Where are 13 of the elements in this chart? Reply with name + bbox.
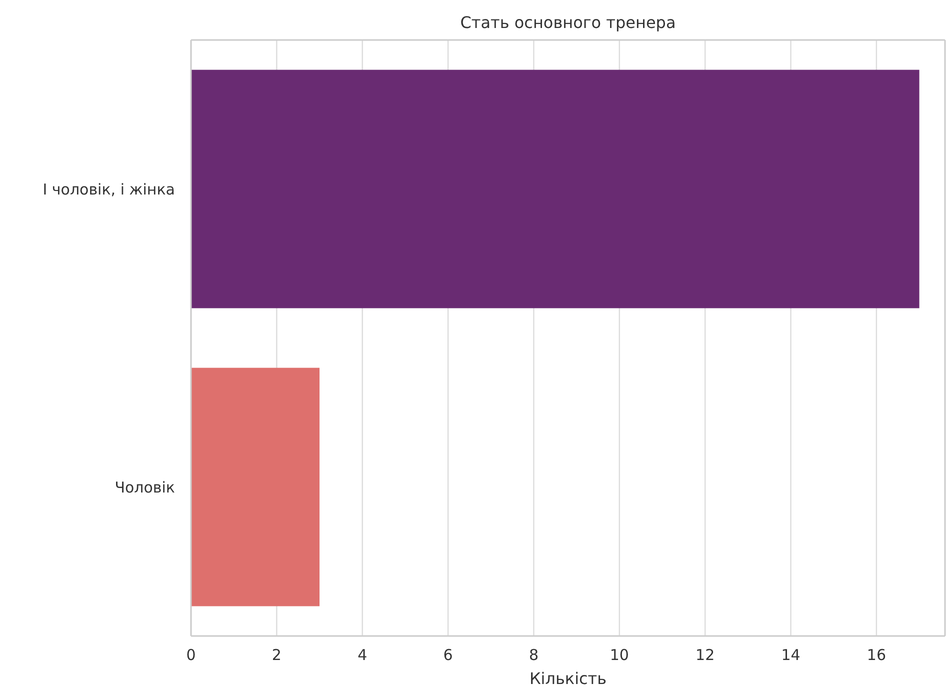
y-tick-label: Чоловік [114,478,175,496]
x-tick-label: 10 [610,646,629,664]
x-tick-label: 0 [186,646,196,664]
x-tick-label: 4 [358,646,368,664]
x-tick-label: 6 [443,646,453,664]
x-tick-label: 8 [528,646,538,664]
x-tick-label: 12 [696,646,715,664]
x-tick-label: 14 [781,646,800,664]
x-tick-label: 2 [272,646,282,664]
y-tick-label: І чоловік, і жінка [42,180,175,198]
x-tick-label: 16 [866,646,886,664]
chart-title: Стать основного тренера [460,13,676,32]
x-axis-title: Кількість [529,669,607,688]
